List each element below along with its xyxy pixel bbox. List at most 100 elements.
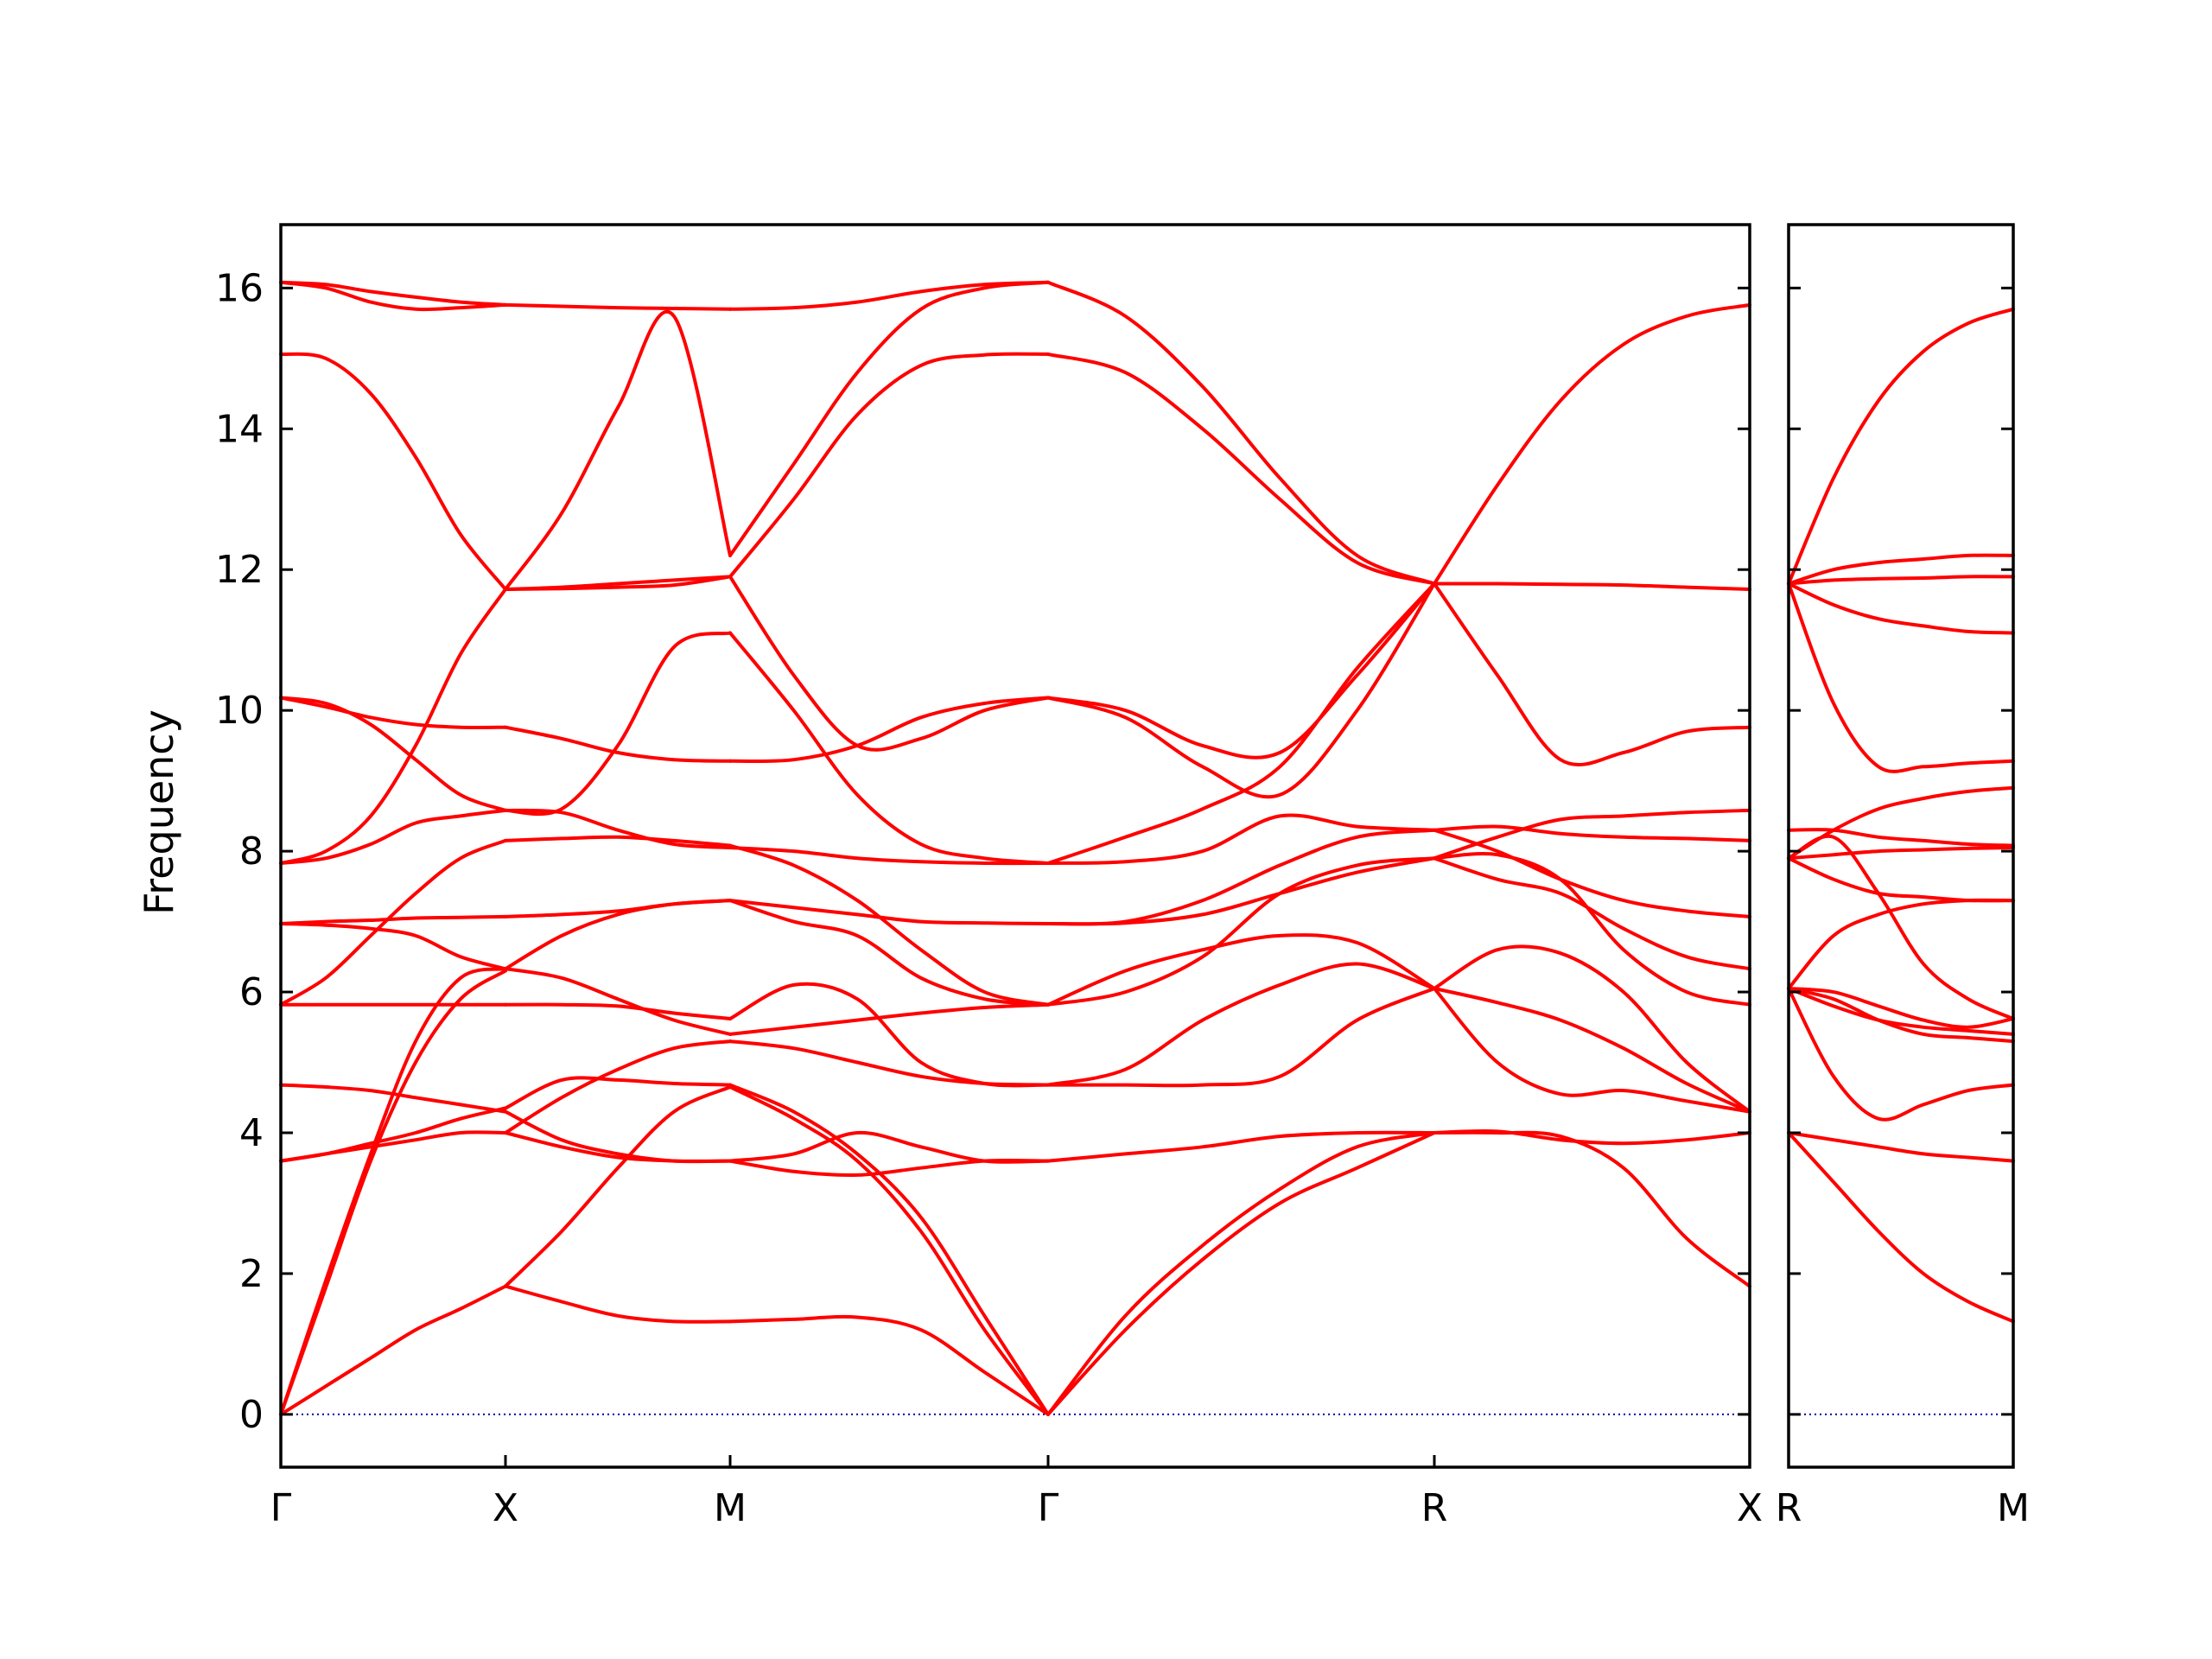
band-line bbox=[1787, 553, 2015, 586]
y-tick-label: 10 bbox=[215, 689, 264, 733]
band-line bbox=[1046, 856, 1436, 926]
band-line bbox=[1787, 987, 2015, 1036]
band-line bbox=[728, 1158, 1050, 1178]
band-line bbox=[1433, 856, 1751, 971]
band-line bbox=[1046, 582, 1436, 865]
band-line bbox=[1433, 582, 1751, 591]
band-line bbox=[1046, 352, 1436, 586]
x-tick-label: Γ bbox=[270, 1486, 292, 1530]
x-tick-label: R bbox=[1421, 1486, 1448, 1530]
band-line bbox=[1046, 280, 1436, 586]
band-line bbox=[728, 696, 1050, 764]
band-line bbox=[1433, 944, 1751, 1114]
band-line bbox=[728, 280, 1050, 557]
band-line bbox=[279, 967, 507, 1416]
band-line bbox=[1046, 1131, 1436, 1416]
band-line bbox=[279, 696, 507, 812]
band-line bbox=[1433, 302, 1751, 586]
band-line bbox=[1433, 987, 1751, 1114]
band-line bbox=[1046, 856, 1436, 1007]
segment-M-Γ bbox=[728, 280, 1050, 1416]
band-line bbox=[1787, 987, 2015, 1122]
y-tick-label: 4 bbox=[239, 1111, 264, 1155]
band-line bbox=[1787, 1131, 2015, 1163]
band-line bbox=[728, 846, 1050, 866]
x-tick-label: Γ bbox=[1038, 1486, 1059, 1530]
band-line bbox=[1046, 828, 1436, 926]
band-line bbox=[1787, 582, 2015, 773]
band-line bbox=[1046, 962, 1436, 1087]
band-line bbox=[728, 1130, 1050, 1164]
band-line bbox=[279, 808, 507, 865]
axes-frame bbox=[1787, 223, 2015, 1469]
band-line bbox=[279, 280, 507, 307]
band-line bbox=[1046, 582, 1436, 760]
band-line bbox=[1433, 808, 1751, 861]
band-line bbox=[279, 914, 507, 925]
panel-1: 0 2 4 6 8 10 12 14 16 Γ X M Γ R X bbox=[215, 223, 1763, 1530]
segment-R-M bbox=[1787, 307, 2015, 1324]
band-line bbox=[1787, 575, 2015, 586]
band-line bbox=[504, 1284, 732, 1324]
band-line bbox=[728, 631, 1050, 865]
band-line bbox=[728, 1039, 1050, 1087]
band-line bbox=[504, 309, 732, 591]
band-line bbox=[728, 1085, 1050, 1416]
y-tick-label: 8 bbox=[239, 830, 264, 874]
band-line bbox=[279, 838, 507, 1007]
band-line bbox=[1787, 987, 2015, 1029]
y-tick-label: 16 bbox=[215, 266, 264, 310]
band-line bbox=[728, 1314, 1050, 1416]
band-line bbox=[728, 352, 1050, 579]
band-line bbox=[728, 575, 1050, 752]
band-line bbox=[504, 1039, 732, 1135]
band-line bbox=[504, 1109, 732, 1164]
band-line bbox=[1787, 898, 2015, 990]
band-line bbox=[1787, 1131, 2015, 1324]
segment-X-M bbox=[504, 302, 732, 1324]
band-line bbox=[1433, 1130, 1751, 1288]
band-line bbox=[504, 575, 732, 591]
band-line bbox=[728, 1002, 1050, 1036]
band-line bbox=[1046, 1131, 1436, 1416]
band-line bbox=[728, 843, 1050, 1007]
band-line bbox=[1787, 828, 2015, 848]
y-tick-label: 12 bbox=[215, 548, 264, 592]
band-line bbox=[1046, 582, 1436, 799]
band-line bbox=[1787, 856, 2015, 903]
band-line bbox=[1787, 785, 2015, 861]
band-line bbox=[279, 1106, 507, 1163]
band-line bbox=[504, 899, 732, 918]
y-tick-label: 14 bbox=[215, 407, 264, 451]
band-line bbox=[1433, 1129, 1751, 1146]
segment-Γ-R bbox=[1046, 280, 1436, 1416]
band-line bbox=[1046, 933, 1436, 1007]
band-line bbox=[279, 1083, 507, 1114]
x-tick-label: M bbox=[1997, 1486, 2030, 1530]
y-tick-label: 0 bbox=[239, 1393, 264, 1437]
band-line bbox=[1046, 813, 1436, 865]
band-line bbox=[279, 352, 507, 591]
band-line bbox=[279, 969, 507, 1416]
band-line bbox=[504, 1002, 732, 1020]
band-line bbox=[1046, 987, 1436, 1088]
band-line bbox=[728, 899, 1050, 925]
band-line bbox=[728, 982, 1050, 1088]
y-axis-label: Frequency bbox=[136, 709, 182, 915]
band-line bbox=[504, 967, 732, 1036]
band-line bbox=[1433, 824, 1751, 842]
band-line bbox=[728, 1083, 1050, 1416]
band-line bbox=[1433, 987, 1751, 1114]
band-line bbox=[279, 588, 507, 865]
band-line bbox=[504, 835, 732, 848]
segment-R-X bbox=[1433, 302, 1751, 1288]
band-line bbox=[1787, 987, 2015, 1044]
segment-Γ-X bbox=[279, 280, 507, 1416]
band-line bbox=[279, 1284, 507, 1416]
band-line bbox=[1787, 846, 2015, 861]
band-line bbox=[728, 280, 1050, 311]
x-tick-label: M bbox=[714, 1486, 747, 1530]
band-line bbox=[1046, 1130, 1436, 1163]
band-line bbox=[1433, 582, 1751, 767]
